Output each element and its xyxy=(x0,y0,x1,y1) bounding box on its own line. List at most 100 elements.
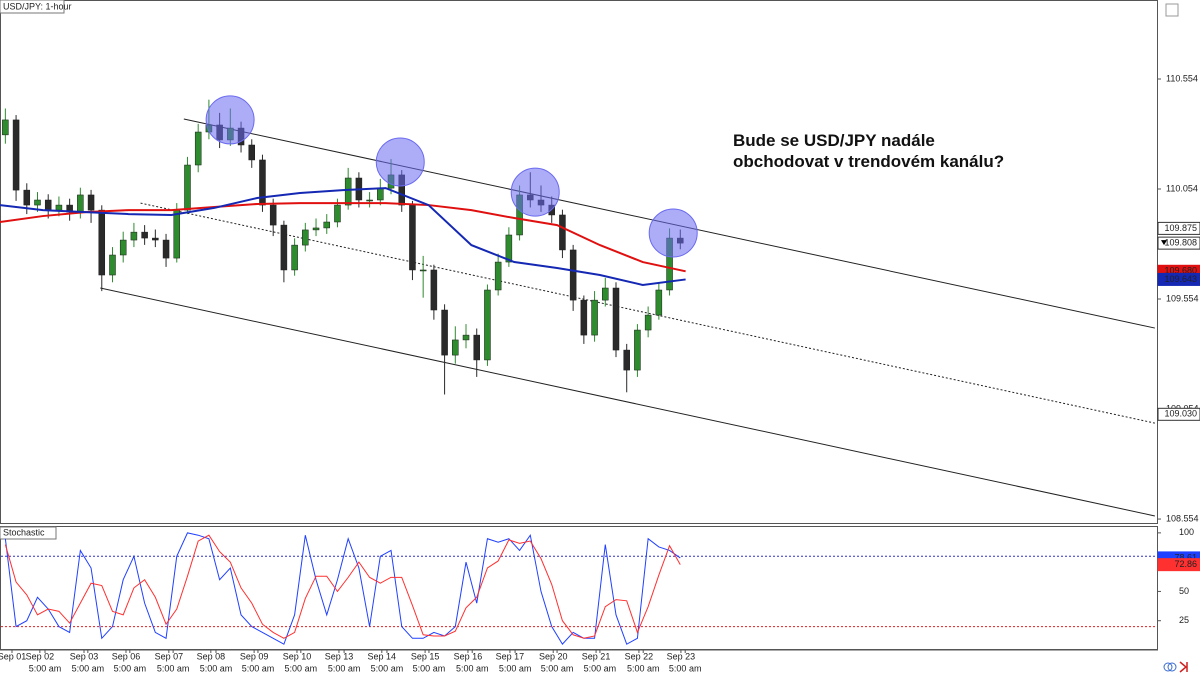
candle-body xyxy=(77,194,84,213)
candle-body xyxy=(430,269,438,311)
candle-body xyxy=(269,204,277,226)
candle-body xyxy=(655,289,663,316)
x-tick-label: Sep 22 xyxy=(625,651,654,661)
highlight xyxy=(205,95,255,145)
y-tick-label: 110.554 xyxy=(1166,73,1198,83)
x-tick-label: 5:00 am xyxy=(541,663,574,673)
annotation: obchodovat v trendovém kanálu? xyxy=(733,152,1004,171)
panel-icon[interactable] xyxy=(1165,3,1179,17)
channel-line xyxy=(100,287,1155,517)
candle-body xyxy=(580,299,588,336)
link-icon[interactable] xyxy=(1167,662,1177,672)
x-tick-label: 5:00 am xyxy=(328,663,361,673)
candle-body xyxy=(291,244,298,271)
x-tick-label: 5:00 am xyxy=(499,663,532,673)
price-tag-label: 109.643 xyxy=(1164,274,1197,284)
candle-body xyxy=(184,164,191,211)
candle-body xyxy=(173,209,181,259)
price-tag-label: 109.875 xyxy=(1164,223,1197,233)
indicator-title-frame xyxy=(0,526,57,540)
price-tag xyxy=(1157,221,1200,235)
candle-body xyxy=(152,237,159,241)
price-tag-label: 78.61 xyxy=(1174,552,1197,562)
x-tick-label: Sep 13 xyxy=(325,651,354,661)
x-tick-label: Sep 23 xyxy=(667,651,696,661)
candle-body xyxy=(569,249,577,301)
price-arrow xyxy=(1161,240,1167,246)
x-tick-label: 5:00 am xyxy=(242,663,275,673)
x-tick-label: Sep 10 xyxy=(283,651,312,661)
candle-body xyxy=(484,289,491,361)
candle-body xyxy=(23,189,31,206)
x-tick-label: Sep 17 xyxy=(496,651,525,661)
x-tick-label: Sep 01 xyxy=(0,651,26,661)
annotation: Bude se USD/JPY nadále xyxy=(733,131,935,150)
candle-body xyxy=(2,119,9,136)
stochastic-line xyxy=(4,534,681,639)
price-tag xyxy=(1157,558,1200,572)
price-tag xyxy=(1157,272,1200,286)
link-icon[interactable] xyxy=(1163,662,1173,672)
stochastic-line xyxy=(4,532,681,645)
x-tick-label: 5:00 am xyxy=(669,663,702,673)
candle-body xyxy=(302,229,309,246)
candle-body xyxy=(612,287,620,351)
candle-body xyxy=(591,299,598,336)
candle-body xyxy=(162,239,170,259)
candle-body xyxy=(119,239,127,256)
candle-body xyxy=(441,309,448,356)
title-frame xyxy=(0,0,65,14)
x-tick-label: Sep 14 xyxy=(368,651,397,661)
candle-body xyxy=(280,224,288,271)
candle-body xyxy=(130,231,138,241)
x-tick-label: Sep 20 xyxy=(539,651,568,661)
x-tick-label: Sep 08 xyxy=(197,651,226,661)
candle-body xyxy=(312,227,320,231)
candle-body xyxy=(505,234,513,263)
y-tick-label: 50 xyxy=(1179,586,1189,596)
candle-body xyxy=(419,269,427,272)
x-tick-label: Sep 15 xyxy=(411,651,440,661)
candle-body xyxy=(559,214,566,251)
candle-body xyxy=(344,177,352,206)
candle-body xyxy=(109,254,116,276)
x-tick-label: Sep 21 xyxy=(582,651,611,661)
bottom-icons[interactable] xyxy=(1163,661,1188,673)
candle-body xyxy=(644,314,652,331)
candle-body xyxy=(634,329,641,371)
candle-body xyxy=(141,231,148,239)
moving-average xyxy=(0,202,686,273)
candle-body xyxy=(494,261,502,291)
x-tick-label: 5:00 am xyxy=(584,663,617,673)
candle-body xyxy=(623,349,630,371)
candle-body xyxy=(334,204,341,223)
price-tag-label: 109.680 xyxy=(1164,266,1197,276)
candle-body xyxy=(34,199,41,206)
y-tick-label: 25 xyxy=(1179,615,1189,625)
highlight xyxy=(510,167,560,217)
price-tag-label: 109.808 xyxy=(1164,238,1197,248)
candle-body xyxy=(452,339,459,356)
candle-body xyxy=(12,119,20,191)
y-tick-label: 109.554 xyxy=(1166,293,1199,303)
candle-body xyxy=(323,221,330,229)
x-tick-label: 5:00 am xyxy=(114,663,147,673)
candle-body xyxy=(259,159,266,206)
y-tick-label: 100 xyxy=(1179,527,1194,537)
x-tick-label: 5:00 am xyxy=(456,663,489,673)
candle-body xyxy=(377,187,384,201)
candle-body xyxy=(462,334,470,341)
candle-body xyxy=(248,144,256,161)
x-tick-label: Sep 09 xyxy=(240,651,269,661)
scroll-icon[interactable] xyxy=(1179,661,1188,673)
x-tick-label: Sep 06 xyxy=(112,651,141,661)
indicator-title: Stochastic xyxy=(3,527,45,537)
main-panel-frame xyxy=(0,0,1158,524)
candle-body xyxy=(87,194,95,211)
channel-line xyxy=(140,202,1155,424)
x-tick-label: 5:00 am xyxy=(413,663,446,673)
candle-body xyxy=(194,131,202,166)
price-tag-label: 72.86 xyxy=(1174,559,1197,569)
